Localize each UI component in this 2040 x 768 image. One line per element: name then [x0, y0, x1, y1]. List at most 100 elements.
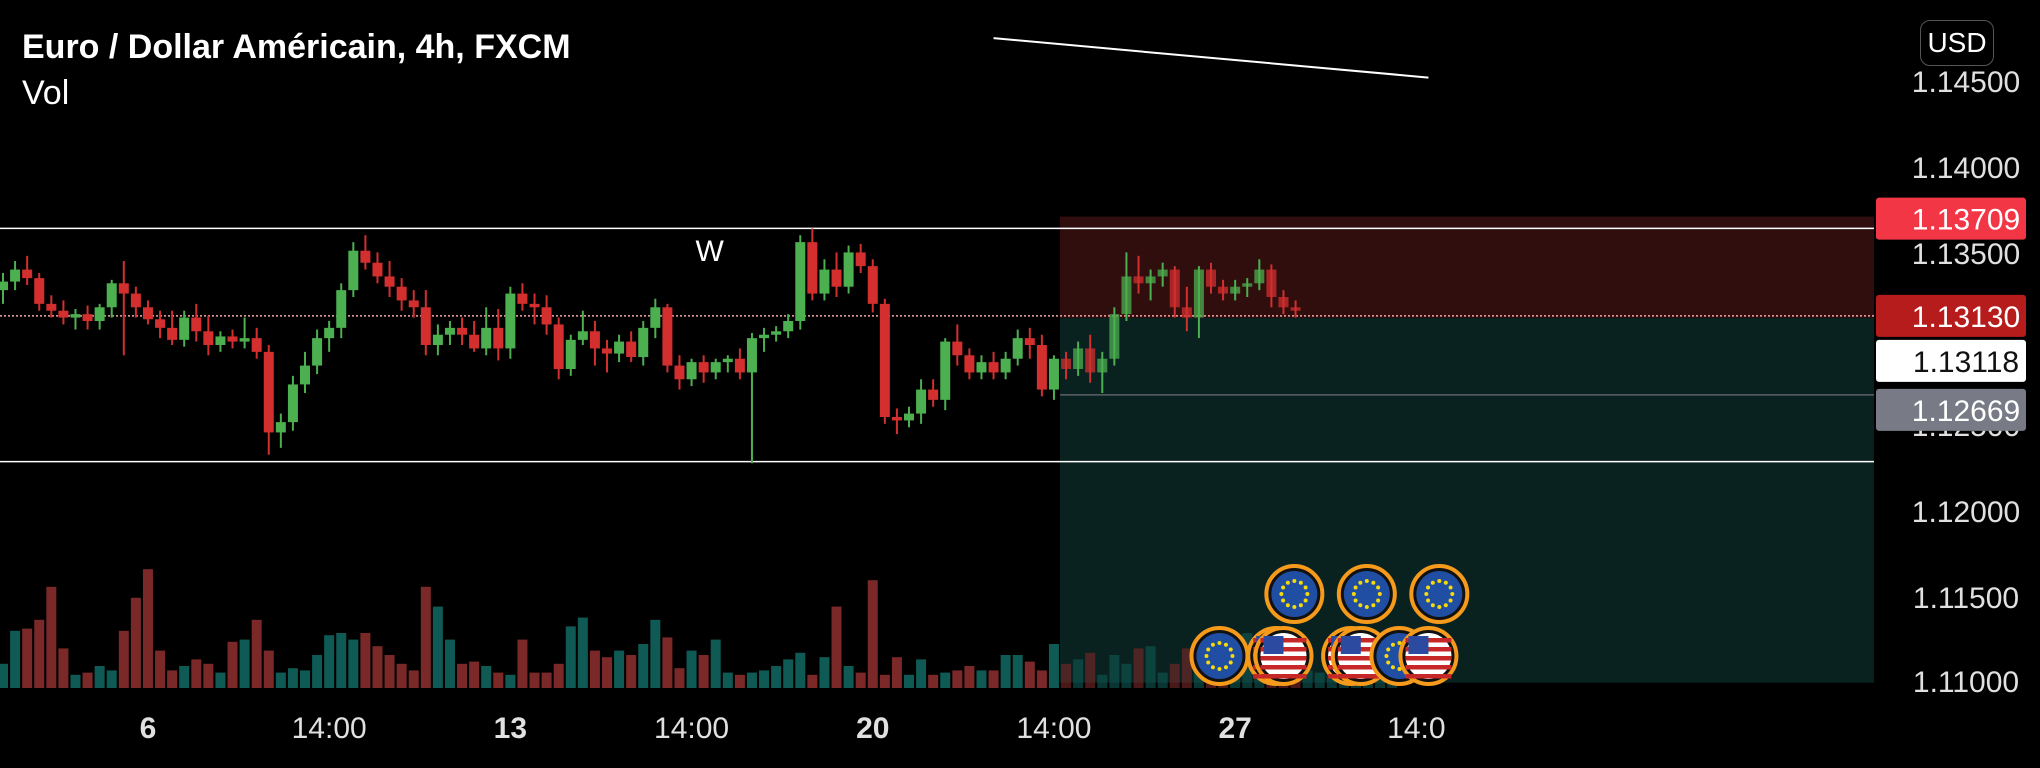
volume-bar — [215, 672, 226, 688]
price-badge-label-target: 1.12669 — [1912, 395, 2020, 428]
symbol-title[interactable]: Euro / Dollar Américain, 4h, FXCM — [22, 28, 571, 66]
volume-bar — [82, 672, 93, 688]
volume-bar — [1061, 663, 1072, 688]
candle-body — [360, 250, 371, 263]
candle-body — [891, 417, 902, 421]
candle-body — [722, 358, 733, 363]
volume-bar — [1085, 652, 1096, 688]
price-tick-label: 1.11000 — [1913, 666, 2019, 699]
volume-bar — [1024, 661, 1035, 688]
volume-bar — [553, 663, 564, 688]
candle-body — [1061, 358, 1072, 369]
candle-body — [710, 362, 721, 373]
candle-body — [94, 307, 105, 321]
volume-bar — [444, 639, 455, 688]
currency-button[interactable]: USD — [1920, 20, 1994, 66]
volume-bar — [734, 674, 745, 688]
volume-bar — [481, 666, 492, 688]
candle-body — [1097, 358, 1108, 373]
candle-body — [1036, 345, 1047, 390]
volume-bar — [807, 674, 818, 688]
time-tick-label: 14:00 — [1016, 712, 1091, 745]
candle-body — [0, 281, 8, 291]
volume-bar — [940, 672, 951, 688]
candle-body — [1193, 269, 1204, 318]
candle-body — [46, 303, 57, 311]
candle-body — [493, 327, 504, 349]
candle-body — [142, 307, 153, 320]
candle-body — [759, 334, 770, 339]
candle-body — [952, 341, 963, 356]
price-axis[interactable]: 1.145001.140001.135001.125001.120001.115… — [1876, 66, 2026, 699]
time-axis[interactable]: 6 14:00 13 14:00 20 14:00 27 14:0 — [140, 712, 1446, 745]
candle-body — [324, 327, 335, 339]
candle-body — [746, 338, 757, 373]
candle-body — [58, 310, 69, 318]
candle-body — [191, 317, 202, 332]
volume-bar — [783, 659, 794, 688]
event-markers[interactable] — [1189, 564, 1470, 686]
horizontal-levels — [0, 227, 1874, 463]
eu-event-icon[interactable] — [1264, 564, 1325, 624]
volume-bar — [891, 657, 902, 688]
chart-overlays: W — [696, 37, 1429, 268]
candle-body — [904, 413, 914, 421]
us-event-icon[interactable] — [1398, 626, 1459, 686]
volume-bar — [1097, 674, 1108, 688]
volume-bar — [0, 663, 8, 688]
candle-body — [517, 293, 528, 304]
volume-indicator-label[interactable]: Vol — [22, 74, 70, 112]
volume-bar — [227, 641, 238, 688]
eu-event-icon[interactable] — [1336, 564, 1397, 624]
volume-bar — [457, 663, 468, 688]
candle-body — [481, 327, 492, 349]
candle-body — [541, 307, 552, 325]
eu-event-icon[interactable] — [1409, 564, 1470, 624]
volume-bar — [372, 646, 383, 688]
candle-body — [1218, 286, 1229, 294]
volume-bar — [771, 666, 782, 688]
volume-bar — [1121, 663, 1132, 688]
candle-body — [118, 283, 129, 294]
volume-bar — [130, 597, 141, 688]
candle-body — [300, 365, 310, 385]
us-event-icon[interactable] — [1253, 626, 1314, 686]
volume-bar — [602, 657, 612, 688]
volume-bar — [203, 663, 214, 688]
time-tick-label: 14:00 — [292, 712, 367, 745]
candle-body — [179, 317, 190, 340]
volume-bar — [1036, 670, 1047, 688]
candle-body — [674, 365, 685, 380]
candle-body — [602, 348, 612, 354]
trendline — [993, 37, 1429, 79]
candle-body — [336, 290, 347, 328]
candle-body — [1145, 276, 1156, 284]
candle-body — [1133, 276, 1144, 284]
volume-bar — [795, 652, 806, 688]
volume-bar — [251, 619, 262, 688]
candle-body — [1169, 269, 1180, 308]
volume-bar — [360, 633, 371, 688]
candle-body — [457, 327, 468, 335]
volume-bar — [94, 666, 105, 688]
candle-body — [1048, 358, 1059, 390]
price-badge-current — [1876, 294, 2026, 337]
candle-body — [312, 338, 323, 366]
take-profit-zone — [1060, 317, 1874, 683]
volume-bar — [916, 659, 927, 688]
volume-bar — [300, 670, 310, 688]
volume-bar — [614, 650, 625, 688]
volume-bar — [22, 628, 33, 688]
volume-bar — [879, 674, 890, 688]
volume-bar — [1314, 672, 1325, 688]
candle-body — [1290, 307, 1301, 311]
candle-body — [783, 321, 794, 332]
volume-bar — [1073, 659, 1084, 688]
volume-bar — [565, 626, 576, 688]
candle-body — [1254, 269, 1265, 284]
eu-event-icon[interactable] — [1189, 626, 1250, 686]
volume-bar — [505, 674, 516, 688]
candle-body — [1206, 269, 1216, 287]
volume-bar — [1157, 672, 1168, 688]
